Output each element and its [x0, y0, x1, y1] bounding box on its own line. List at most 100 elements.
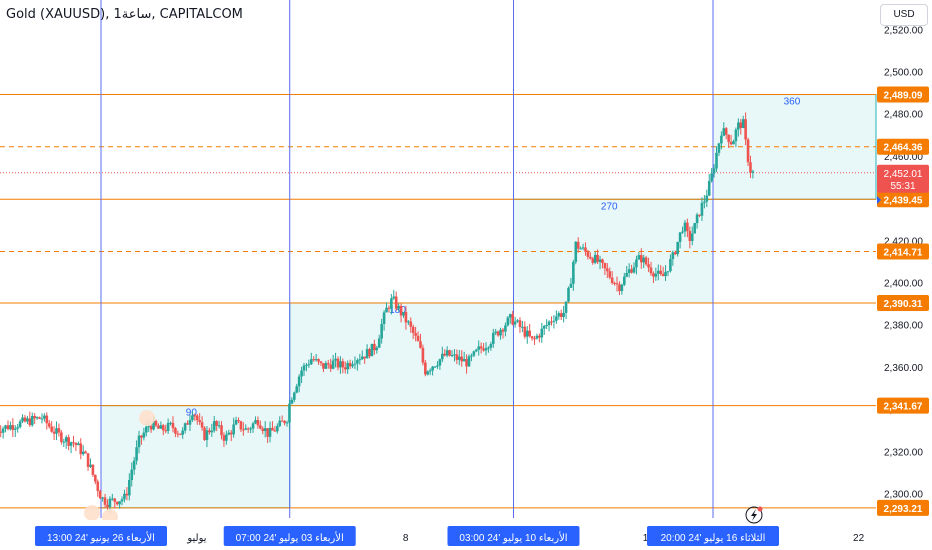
- candle-body: [290, 399, 294, 404]
- candle-body: [613, 283, 616, 285]
- level-label-bg: [877, 191, 929, 208]
- candle-body: [322, 363, 325, 369]
- candle-body: [436, 365, 439, 367]
- candle-body: [504, 325, 507, 332]
- candle-body: [635, 259, 638, 268]
- level-label-bg: [877, 397, 929, 414]
- candle-body: [474, 349, 478, 352]
- price-tick-label: 2,360.00: [884, 363, 923, 374]
- candle-body: [462, 359, 466, 362]
- candle-body: [673, 252, 677, 255]
- candle-body: [191, 415, 194, 420]
- candle-body: [739, 122, 743, 128]
- candle-body: [341, 361, 345, 368]
- candle-body: [331, 360, 335, 369]
- level-label: 2,439.45: [884, 195, 923, 206]
- candle-body: [57, 428, 61, 433]
- box-label-180: 180: [389, 305, 406, 316]
- candle-body: [482, 348, 485, 351]
- current-price-label-bg: [877, 164, 929, 193]
- candle-body: [727, 134, 730, 142]
- candle-body: [106, 504, 109, 507]
- time-tick-label: 8: [403, 533, 409, 544]
- candle-body: [506, 317, 510, 326]
- candle-body: [128, 480, 131, 496]
- candle-body: [125, 493, 129, 496]
- candle-body: [681, 231, 684, 233]
- candle-body: [647, 264, 650, 268]
- candle-body: [729, 141, 733, 145]
- candle-body: [690, 233, 694, 242]
- time-label-bg: [35, 526, 167, 546]
- candle-body: [178, 433, 182, 435]
- level-label: 2,390.31: [884, 299, 923, 310]
- candle-body: [280, 420, 284, 422]
- candle-body: [625, 272, 629, 277]
- candle-body: [79, 443, 83, 455]
- candle-body: [154, 420, 158, 426]
- candle-body: [414, 333, 417, 336]
- candle-body: [86, 453, 90, 467]
- marker-dot: [139, 410, 155, 426]
- candle-body: [540, 328, 544, 338]
- candle-body: [45, 415, 49, 424]
- level-label: 2,464.36: [884, 143, 923, 154]
- candle-body: [542, 325, 546, 329]
- lightning-icon[interactable]: [745, 506, 763, 524]
- candle-body: [222, 435, 226, 441]
- candle-body: [198, 420, 201, 423]
- candle-body: [467, 356, 471, 367]
- notification-dot: [757, 506, 763, 512]
- candle-body: [380, 324, 383, 339]
- candle-body: [642, 257, 646, 263]
- currency-button[interactable]: USD: [880, 4, 928, 26]
- candle-body: [705, 195, 709, 202]
- bar-countdown: 55:31: [890, 181, 915, 192]
- candle-body: [193, 415, 197, 417]
- candle-body: [732, 141, 735, 145]
- candle-body: [499, 329, 502, 336]
- candle-body: [608, 271, 612, 278]
- candle-body: [69, 442, 73, 446]
- price-tick-label: 2,460.00: [884, 152, 923, 163]
- candle-body: [9, 425, 12, 430]
- candle-body: [431, 366, 434, 371]
- candle-body: [205, 430, 209, 440]
- candle-body: [535, 335, 539, 339]
- candle-body: [686, 222, 689, 231]
- price-tick-label: 2,320.00: [884, 447, 923, 458]
- price-tick-label: 2,480.00: [884, 110, 923, 121]
- candle-body: [358, 359, 362, 361]
- candle-body: [43, 415, 46, 419]
- candle-body: [47, 423, 51, 427]
- candle-body: [416, 335, 420, 342]
- square-box-180[interactable]: [289, 302, 514, 407]
- candle-body: [300, 370, 303, 377]
- candle-body: [334, 358, 337, 361]
- price-axis[interactable]: [877, 0, 932, 550]
- candle-body: [176, 433, 180, 435]
- candle-body: [305, 364, 308, 366]
- candle-body: [508, 314, 512, 318]
- candle-body: [249, 428, 252, 430]
- candle-body: [295, 386, 299, 393]
- candle-body: [312, 359, 316, 361]
- candle-body: [722, 128, 726, 136]
- level-label: 2,489.09: [884, 91, 923, 102]
- price-tick-label: 2,300.00: [884, 490, 923, 501]
- candle-body: [1, 428, 5, 433]
- time-tick-label: يوليو: [186, 533, 206, 544]
- candle-body: [676, 241, 679, 255]
- candle-body: [720, 135, 723, 144]
- candle-body: [615, 283, 619, 285]
- candle-body: [688, 230, 692, 242]
- candle-body: [598, 259, 602, 262]
- candle-body: [470, 355, 473, 357]
- candle-body: [324, 363, 328, 369]
- level-label-bg: [877, 499, 929, 516]
- candle-body: [695, 214, 699, 224]
- candle-body: [547, 321, 551, 326]
- candle-body: [516, 320, 519, 322]
- candle-body: [569, 283, 573, 288]
